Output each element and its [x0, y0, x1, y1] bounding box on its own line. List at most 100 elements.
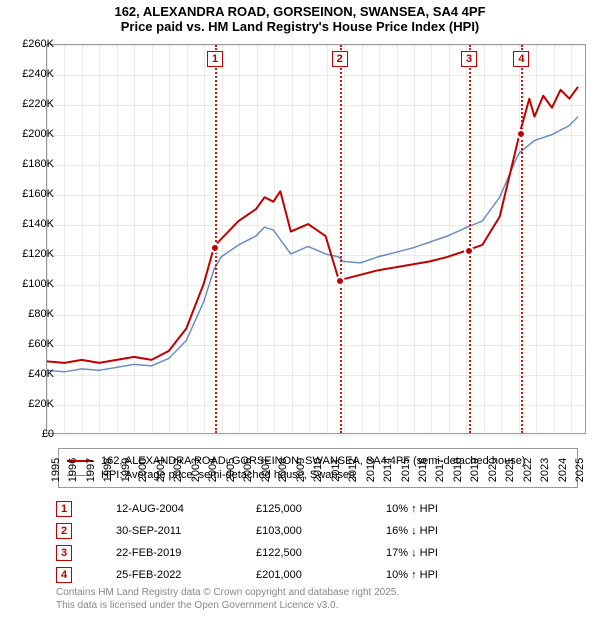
- gridline-h: [47, 435, 585, 436]
- event-row: 3 22-FEB-2019£122,50017% ↓ HPI: [56, 542, 448, 564]
- gridline-v: [414, 45, 415, 433]
- x-axis-label: 2011: [330, 458, 342, 482]
- event-price: £122,500: [256, 542, 386, 564]
- marker-dot-4: [516, 129, 526, 139]
- gridline-v: [327, 45, 328, 433]
- gridline-v: [484, 45, 485, 433]
- gridline-v: [117, 45, 118, 433]
- gridline-v: [536, 45, 537, 433]
- x-axis-label: 2000: [137, 458, 149, 482]
- footer-line-1: Contains HM Land Registry data © Crown c…: [56, 586, 399, 599]
- event-row: 4 25-FEB-2022£201,00010% ↑ HPI: [56, 564, 448, 586]
- x-axis-label: 2006: [242, 458, 254, 482]
- y-axis-label: £140K: [22, 218, 54, 230]
- event-row: 1 12-AUG-2004£125,00010% ↑ HPI: [56, 498, 448, 520]
- x-axis-label: 1995: [50, 458, 62, 482]
- x-axis-label: 1999: [120, 458, 132, 482]
- events-table: 112-AUG-2004£125,00010% ↑ HPI230-SEP-201…: [56, 498, 448, 586]
- marker-box-3: 3: [461, 51, 477, 67]
- gridline-h: [47, 165, 585, 166]
- x-axis-label: 1997: [85, 458, 97, 482]
- marker-box-1: 1: [207, 51, 223, 67]
- event-num-icon: 4: [56, 567, 72, 583]
- y-axis-label: £0: [42, 428, 54, 440]
- x-axis-label: 2003: [190, 458, 202, 482]
- y-axis-label: £200K: [22, 128, 54, 140]
- y-axis-label: £40K: [28, 368, 54, 380]
- x-axis-label: 2021: [504, 458, 516, 482]
- gridline-h: [47, 195, 585, 196]
- event-date: 30-SEP-2011: [116, 520, 256, 542]
- gridline-v: [169, 45, 170, 433]
- x-axis-label: 2020: [487, 458, 499, 482]
- y-axis-label: £60K: [28, 338, 54, 350]
- marker-box-4: 4: [513, 51, 529, 67]
- gridline-h: [47, 135, 585, 136]
- event-num-icon: 3: [56, 545, 72, 561]
- gridline-h: [47, 75, 585, 76]
- event-delta: 10% ↑ HPI: [386, 564, 448, 586]
- x-axis-label: 2013: [365, 458, 377, 482]
- gridline-h: [47, 45, 585, 46]
- x-axis-label: 2023: [539, 458, 551, 482]
- event-num-icon: 2: [56, 523, 72, 539]
- footer-attrib: Contains HM Land Registry data © Crown c…: [56, 586, 399, 612]
- event-date: 25-FEB-2022: [116, 564, 256, 586]
- gridline-v: [187, 45, 188, 433]
- gridline-v: [397, 45, 398, 433]
- gridline-v: [571, 45, 572, 433]
- marker-dot-1: [210, 243, 220, 253]
- gridline-h: [47, 225, 585, 226]
- event-date: 12-AUG-2004: [116, 498, 256, 520]
- marker-vline-3: [469, 45, 471, 433]
- event-price: £103,000: [256, 520, 386, 542]
- gridline-v: [309, 45, 310, 433]
- gridline-v: [466, 45, 467, 433]
- x-axis-label: 2012: [347, 458, 359, 482]
- x-axis-label: 2001: [155, 458, 167, 482]
- y-axis-label: £180K: [22, 158, 54, 170]
- event-date: 22-FEB-2019: [116, 542, 256, 564]
- x-axis-label: 2016: [417, 458, 429, 482]
- gridline-h: [47, 255, 585, 256]
- y-axis-label: £260K: [22, 38, 54, 50]
- event-delta: 17% ↓ HPI: [386, 542, 448, 564]
- gridline-h: [47, 405, 585, 406]
- gridline-v: [501, 45, 502, 433]
- x-axis-label: 2008: [277, 458, 289, 482]
- title-line-2: Price paid vs. HM Land Registry's House …: [0, 19, 600, 34]
- gridline-v: [274, 45, 275, 433]
- gridline-v: [64, 45, 65, 433]
- gridline-v: [292, 45, 293, 433]
- y-axis-label: £240K: [22, 68, 54, 80]
- gridline-v: [362, 45, 363, 433]
- event-num-icon: 1: [56, 501, 72, 517]
- gridline-v: [204, 45, 205, 433]
- y-axis-label: £100K: [22, 278, 54, 290]
- y-axis-label: £220K: [22, 98, 54, 110]
- gridline-v: [449, 45, 450, 433]
- x-axis-label: 2025: [574, 458, 586, 482]
- marker-dot-2: [335, 276, 345, 286]
- marker-box-2: 2: [332, 51, 348, 67]
- gridline-v: [134, 45, 135, 433]
- event-delta: 10% ↑ HPI: [386, 498, 448, 520]
- gridline-v: [519, 45, 520, 433]
- x-axis-label: 2004: [207, 458, 219, 482]
- chart-container: 162, ALEXANDRA ROAD, GORSEINON, SWANSEA,…: [0, 0, 600, 620]
- title-block: 162, ALEXANDRA ROAD, GORSEINON, SWANSEA,…: [0, 0, 600, 34]
- gridline-v: [152, 45, 153, 433]
- x-axis-label: 2009: [295, 458, 307, 482]
- event-price: £125,000: [256, 498, 386, 520]
- gridline-v: [239, 45, 240, 433]
- marker-vline-2: [340, 45, 342, 433]
- x-axis-label: 2015: [400, 458, 412, 482]
- x-axis-label: 2019: [469, 458, 481, 482]
- x-axis-label: 2017: [434, 458, 446, 482]
- x-axis-label: 1996: [67, 458, 79, 482]
- gridline-h: [47, 285, 585, 286]
- x-axis-label: 2018: [452, 458, 464, 482]
- x-axis-label: 2007: [260, 458, 272, 482]
- x-axis-label: 1998: [102, 458, 114, 482]
- event-price: £201,000: [256, 564, 386, 586]
